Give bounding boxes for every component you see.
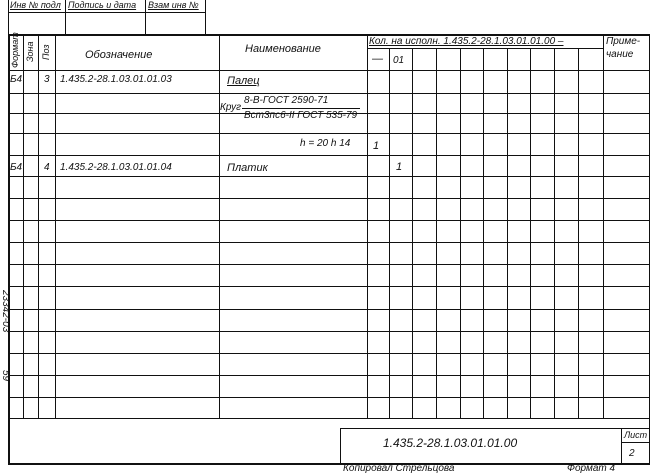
header-zona: Зона (25, 41, 35, 63)
header-oboznachenie: Обозначение (85, 49, 153, 61)
vzam-inv-label: Взам инв № (148, 0, 199, 10)
side-sheet-code: 59 (0, 370, 11, 382)
row1-format: Б4 (10, 74, 23, 85)
title-designation: 1.435.2-28.1.03.01.01.00 (383, 436, 518, 450)
row3-naimenovanie: h = 20 h 14 (300, 138, 351, 149)
list-label: Лист (624, 430, 648, 440)
row4-naimenovanie: Платик (227, 162, 268, 174)
header-kol-col-dash: — (372, 53, 383, 65)
header-poz: Поз (41, 44, 51, 60)
header-format: Формат (10, 32, 20, 68)
inv-podl-label: Инв № подл (10, 0, 61, 10)
side-number: 23342-03 (0, 290, 11, 333)
header-primechanie-2: чание (606, 49, 634, 60)
footer-copied: Копировал Стрельцова (343, 463, 455, 474)
header-primechanie-1: Приме- (606, 36, 641, 47)
row4-qty-01: 1 (396, 161, 403, 173)
row2-prefix: Круг (220, 102, 242, 113)
footer-format: Формат 4 (567, 463, 616, 474)
header-kol-title: Кол. на исполн. 1.435.2-28.1.03.01.01.00… (369, 36, 564, 47)
row1-naimenovanie: Палец (227, 75, 260, 87)
row2-denominator: Вст3пс6-II ГОСТ 535-79 (244, 110, 358, 121)
header-naimenovanie: Наименование (245, 43, 321, 55)
row4-format: Б4 (10, 162, 23, 173)
row4-oboznachenie: 1.435.2-28.1.03.01.01.04 (60, 162, 172, 173)
list-number: 2 (629, 448, 635, 459)
row3-qty-dash: 1 (373, 140, 380, 152)
row1-poz: 3 (44, 74, 50, 85)
header-kol-col-01: 01 (393, 55, 405, 66)
row1-oboznachenie: 1.435.2-28.1.03.01.01.03 (60, 74, 172, 85)
row2-numerator: 8-В-ГОСТ 2590-71 (244, 95, 329, 106)
row4-poz: 4 (44, 162, 50, 173)
podpis-data-label: Подпись и дата (68, 0, 137, 10)
